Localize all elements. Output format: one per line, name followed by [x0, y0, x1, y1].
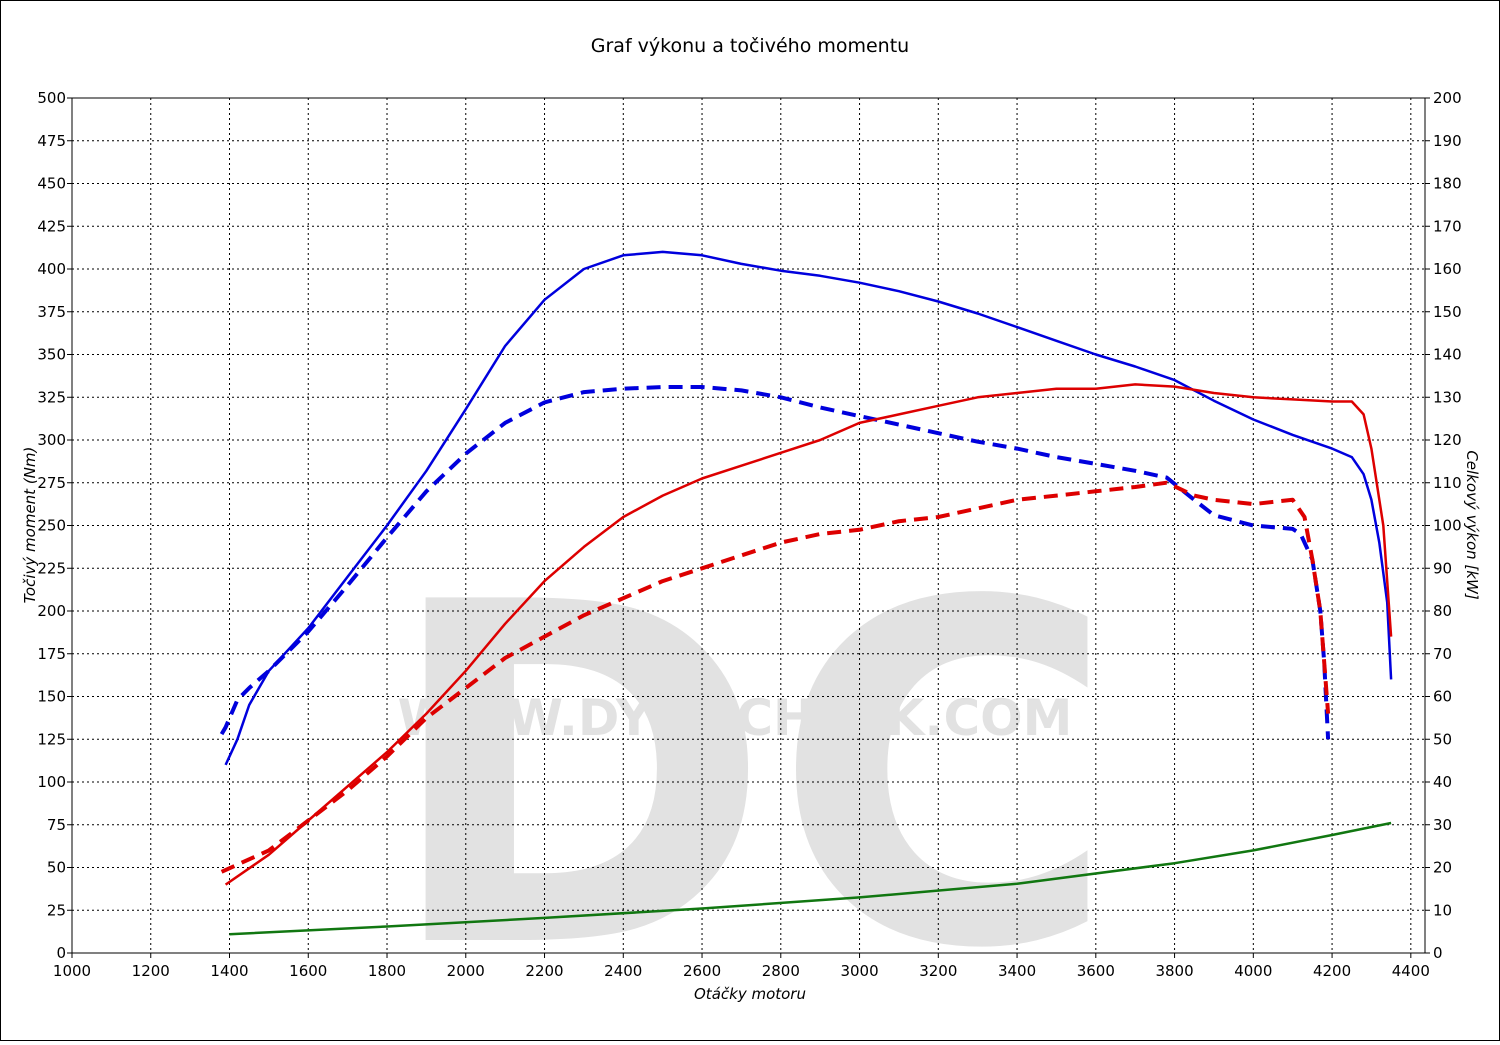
chart-title: Graf výkonu a točivého momentu	[591, 35, 909, 57]
y-tick-label: 325	[37, 388, 66, 406]
x-tick-label: 2400	[604, 962, 642, 980]
x-tick-label: 4400	[1392, 962, 1430, 980]
x-tick-label: 3400	[998, 962, 1036, 980]
x-tick-label: 3000	[840, 962, 878, 980]
x-tick-label: 1000	[53, 962, 91, 980]
y2-tick-label: 100	[1433, 517, 1462, 535]
y2-tick-label: 60	[1433, 688, 1452, 706]
x-tick-label: 4200	[1313, 962, 1351, 980]
y-tick-label: 25	[47, 901, 66, 919]
y-tick-label: 450	[37, 175, 66, 193]
x-tick-label: 3800	[1155, 962, 1193, 980]
watermark-url: WWW.DYNOCHECK.COM	[398, 689, 1073, 747]
plot-border	[71, 97, 1426, 954]
y2-tick-label: 50	[1433, 730, 1452, 748]
y2-tick-label: 200	[1433, 89, 1462, 107]
x-tick-label: 3600	[1077, 962, 1115, 980]
y2-tick-label: 90	[1433, 559, 1452, 577]
y2-tick-label: 20	[1433, 859, 1452, 877]
x-tick-label: 2600	[683, 962, 721, 980]
y2-tick-label: 0	[1433, 944, 1443, 962]
x-tick-label: 2200	[525, 962, 563, 980]
y-tick-label: 225	[37, 559, 66, 577]
x-tick-label: 1200	[132, 962, 170, 980]
y-tick-label: 0	[56, 944, 66, 962]
x-tick-label: 4000	[1234, 962, 1272, 980]
series-line	[224, 383, 1393, 886]
y2-tick-label: 160	[1433, 260, 1462, 278]
y-tick-label: 150	[37, 688, 66, 706]
y-axis-label: Točivý moment (Nm)	[21, 447, 39, 604]
series-line	[229, 821, 1392, 936]
y2-tick-label: 170	[1433, 217, 1462, 235]
y-tick-label: 175	[37, 645, 66, 663]
y2-tick-label: 180	[1433, 175, 1462, 193]
x-tick-label: 3200	[919, 962, 957, 980]
watermark-logo: DC	[382, 504, 1117, 1041]
y-tick-label: 200	[37, 602, 66, 620]
y2-tick-label: 190	[1433, 132, 1462, 150]
y2-axis-label: Celkový výkon [kW]	[1463, 450, 1481, 600]
x-tick-label: 2800	[762, 962, 800, 980]
y-tick-label: 500	[37, 89, 66, 107]
y2-tick-label: 150	[1433, 303, 1462, 321]
x-tick-label: 1800	[368, 962, 406, 980]
y-tick-label: 400	[37, 260, 66, 278]
x-tick-label: 1600	[289, 962, 327, 980]
y2-tick-label: 10	[1433, 901, 1452, 919]
y2-tick-label: 120	[1433, 431, 1462, 449]
series-line	[224, 250, 1393, 766]
y-tick-label: 75	[47, 816, 66, 834]
y2-tick-label: 30	[1433, 816, 1452, 834]
y-tick-label: 275	[37, 474, 66, 492]
y-tick-label: 100	[37, 773, 66, 791]
series-line	[220, 480, 1331, 874]
y2-tick-label: 40	[1433, 773, 1452, 791]
y-tick-label: 475	[37, 132, 66, 150]
y-tick-label: 425	[37, 217, 66, 235]
x-tick-label: 2000	[447, 962, 485, 980]
x-axis-label: Otáčky motoru	[694, 985, 806, 1003]
y2-tick-label: 140	[1433, 346, 1462, 364]
y-tick-label: 50	[47, 859, 66, 877]
y-tick-label: 125	[37, 730, 66, 748]
y-tick-label: 375	[37, 303, 66, 321]
y2-tick-label: 130	[1433, 388, 1462, 406]
y2-tick-label: 80	[1433, 602, 1452, 620]
y-tick-label: 300	[37, 431, 66, 449]
y2-tick-label: 70	[1433, 645, 1452, 663]
x-tick-label: 1400	[210, 962, 248, 980]
y2-tick-label: 110	[1433, 474, 1462, 492]
y-tick-label: 250	[37, 517, 66, 535]
y-tick-label: 350	[37, 346, 66, 364]
